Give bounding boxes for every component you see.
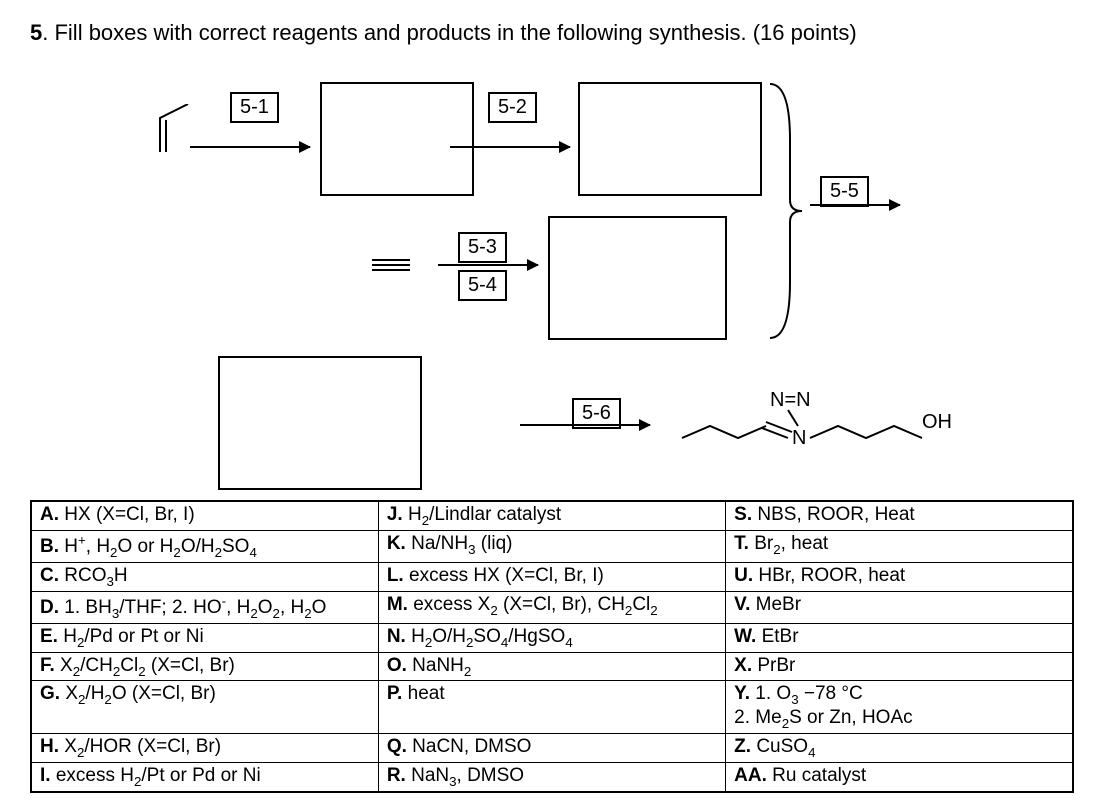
label-5-4: 5-4 [458,270,507,301]
reagent-label: W. EtBr [734,626,798,647]
arrow-2 [450,146,570,148]
cell: Y. 1. O3 −78 °C2. Me2S or Zn, HOAc [726,681,1073,734]
reagent-label: A. HX (X=Cl, Br, I) [40,504,195,525]
cell: S. NBS, ROOR, Heat [726,501,1073,530]
table-row: I. excess H2/Pt or Pd or Ni R. NaN3, DMS… [31,762,1073,791]
product-box-3 [548,216,727,340]
cell: L. excess HX (X=Cl, Br, I) [378,562,725,591]
label-5-2: 5-2 [488,92,537,123]
reagent-label: L. excess HX (X=Cl, Br, I) [387,565,604,586]
reagent-label: Q. NaCN, DMSO [387,736,532,757]
cell: X. PrBr [726,652,1073,681]
reagent-label: C. RCO3H [40,565,128,586]
cell: D. 1. BH3/THF; 2. HO-, H2O2, H2O [31,591,378,623]
reagent-label: Y. 1. O3 −78 °C2. Me2S or Zn, HOAc [734,683,912,728]
question-title: 5. Fill boxes with correct reagents and … [30,20,1074,46]
cell: Q. NaCN, DMSO [378,734,725,763]
cell: F. X2/CH2Cl2 (X=Cl, Br) [31,652,378,681]
reagent-label: U. HBr, ROOR, heat [734,565,905,586]
arrow-3 [438,264,538,266]
cell: H. X2/HOR (X=Cl, Br) [31,734,378,763]
question-number: 5 [30,20,42,45]
synthesis-scheme: 5-1 5-2 5-3 5-4 5-5 [30,56,1030,496]
reagent-label: G. X2/H2O (X=Cl, Br) [40,683,216,704]
arrow-5 [810,204,900,206]
reagent-label: R. NaN3, DMSO [387,765,524,786]
svg-text:OH: OH [922,411,952,433]
cell: U. HBr, ROOR, heat [726,562,1073,591]
cell: G. X2/H2O (X=Cl, Br) [31,681,378,734]
reagent-label: K. Na/NH3 (liq) [387,533,513,554]
propene-structure [148,104,208,164]
reagent-label: D. 1. BH3/THF; 2. HO-, H2O2, H2O [40,597,326,618]
table-row: H. X2/HOR (X=Cl, Br) Q. NaCN, DMSO Z. Cu… [31,734,1073,763]
reagents-table-wrap: A. HX (X=Cl, Br, I) J. H2/Lindlar cataly… [30,500,1074,793]
question-text: . Fill boxes with correct reagents and p… [42,20,856,45]
cell: Z. CuSO4 [726,734,1073,763]
reagent-label: S. NBS, ROOR, Heat [734,504,915,525]
product-box-2 [578,82,762,196]
cell: E. H2/Pd or Pt or Ni [31,623,378,652]
cell: W. EtBr [726,623,1073,652]
label-5-5: 5-5 [820,176,869,207]
cell: I. excess H2/Pt or Pd or Ni [31,762,378,791]
reagent-label: Z. CuSO4 [734,736,815,757]
table-row: G. X2/H2O (X=Cl, Br) P. heat Y. 1. O3 −7… [31,681,1073,734]
cell: R. NaN3, DMSO [378,762,725,791]
reagent-label: T. Br2, heat [734,533,828,554]
cell: J. H2/Lindlar catalyst [378,501,725,530]
table-row: C. RCO3H L. excess HX (X=Cl, Br, I) U. H… [31,562,1073,591]
cell: M. excess X2 (X=Cl, Br), CH2Cl2 [378,591,725,623]
reagent-label: F. X2/CH2Cl2 (X=Cl, Br) [40,655,235,676]
cell: C. RCO3H [31,562,378,591]
cell: N. H2O/H2SO4/HgSO4 [378,623,725,652]
cell: T. Br2, heat [726,530,1073,562]
table-row: F. X2/CH2Cl2 (X=Cl, Br) O. NaNH2 X. PrBr [31,652,1073,681]
reagent-label: E. H2/Pd or Pt or Ni [40,626,204,647]
svg-text:N=N: N=N [770,389,811,411]
table-row: B. H+, H2O or H2O/H2SO4 K. Na/NH3 (liq) … [31,530,1073,562]
product-box-4 [218,356,422,490]
reagents-table: A. HX (X=Cl, Br, I) J. H2/Lindlar cataly… [30,500,1074,793]
table-row: E. H2/Pd or Pt or Ni N. H2O/H2SO4/HgSO4 … [31,623,1073,652]
reagent-label: J. H2/Lindlar catalyst [387,504,561,525]
reagent-label: H. X2/HOR (X=Cl, Br) [40,736,221,757]
table-row: A. HX (X=Cl, Br, I) J. H2/Lindlar cataly… [31,501,1073,530]
cell: V. MeBr [726,591,1073,623]
table-row: D. 1. BH3/THF; 2. HO-, H2O2, H2O M. exce… [31,591,1073,623]
reagent-label: V. MeBr [734,594,801,615]
cell: B. H+, H2O or H2O/H2SO4 [31,530,378,562]
reagents-tbody: A. HX (X=Cl, Br, I) J. H2/Lindlar cataly… [31,501,1073,792]
label-5-3: 5-3 [458,232,507,263]
cell: O. NaNH2 [378,652,725,681]
cell: K. Na/NH3 (liq) [378,530,725,562]
reagent-label: I. excess H2/Pt or Pd or Ni [40,765,261,786]
reagent-label: P. heat [387,683,445,704]
reagent-label: N. H2O/H2SO4/HgSO4 [387,626,573,647]
arrow-6 [520,424,650,426]
product-structure: N N=N OH [670,386,990,466]
label-5-1: 5-1 [230,92,279,123]
svg-text:N: N [792,427,806,449]
reagent-label: AA. Ru catalyst [734,765,866,786]
arrow-1 [190,146,310,148]
cell: P. heat [378,681,725,734]
cell: A. HX (X=Cl, Br, I) [31,501,378,530]
reagent-label: O. NaNH2 [387,655,471,676]
bracket [770,80,810,342]
propyne-structure [368,250,428,280]
product-box-1 [320,82,474,196]
reagent-label: B. H+, H2O or H2O/H2SO4 [40,536,257,557]
reagent-label: X. PrBr [734,655,795,676]
cell: AA. Ru catalyst [726,762,1073,791]
reagent-label: M. excess X2 (X=Cl, Br), CH2Cl2 [387,594,658,615]
